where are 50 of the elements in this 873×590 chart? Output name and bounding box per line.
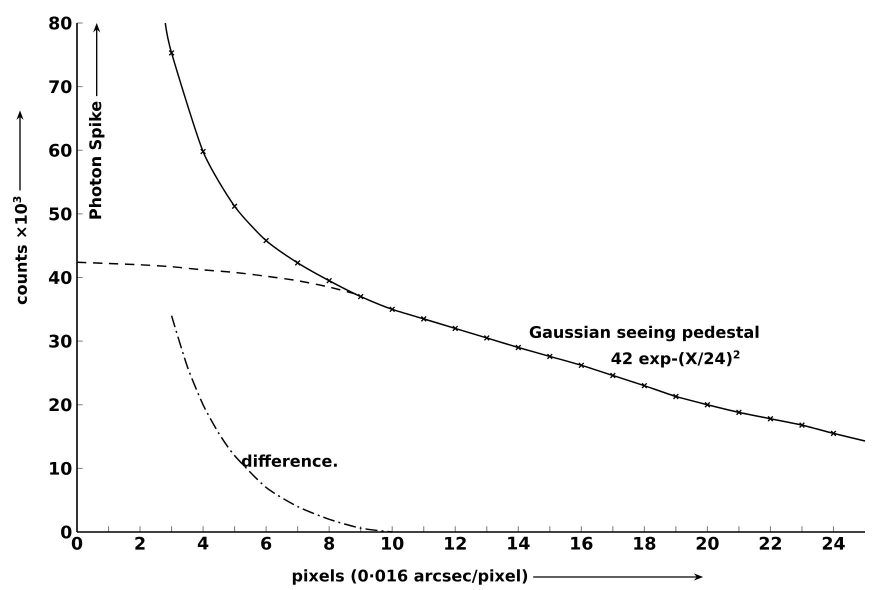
annotation: difference. xyxy=(242,454,337,467)
x-tick-label: 4 xyxy=(198,536,208,550)
y-tick-label: 80 xyxy=(49,16,72,30)
point xyxy=(515,344,522,351)
x-tick-label: 12 xyxy=(445,536,466,550)
x-tick-label: 6 xyxy=(261,536,272,550)
y-tick-label: 30 xyxy=(49,334,72,348)
y-tick-label: 70 xyxy=(49,80,72,94)
y-tick-label: 40 xyxy=(48,270,72,284)
annotation: Gaussian seeing pedestal xyxy=(530,326,758,342)
y-tick-label: 0 xyxy=(61,525,72,539)
point xyxy=(168,50,175,56)
point xyxy=(798,422,805,428)
point xyxy=(830,430,837,436)
x-tick-label: 24 xyxy=(822,536,845,550)
point xyxy=(641,382,648,389)
x-tick-label: 0 xyxy=(72,536,82,550)
x-tick-label: 14 xyxy=(508,536,530,550)
point xyxy=(452,325,458,332)
point xyxy=(767,416,774,422)
point xyxy=(672,393,679,400)
y-tick-label: 20 xyxy=(50,398,72,412)
point xyxy=(704,402,710,408)
y-tick-label: 60 xyxy=(49,144,72,157)
x-tick-label: 2 xyxy=(135,536,145,550)
annotation: 42 exp-(X/24)$^{2}$ xyxy=(611,350,740,368)
point xyxy=(263,238,270,244)
x-tick-label: 10 xyxy=(382,536,404,550)
x-tick-label: 22 xyxy=(760,536,782,550)
point xyxy=(420,316,427,322)
point xyxy=(578,362,584,368)
point xyxy=(294,260,301,266)
x-tick-label: 16 xyxy=(571,536,592,550)
y-tick-label: 50 xyxy=(50,207,72,220)
point xyxy=(389,306,396,312)
point xyxy=(358,294,364,300)
y-axis-title: counts ×10$^{3}$ xyxy=(13,196,27,304)
x-tick-label: 8 xyxy=(324,536,334,550)
annotation: Photon Spike xyxy=(88,102,104,219)
point xyxy=(232,203,238,210)
point xyxy=(736,409,742,416)
y-tick-label: 10 xyxy=(50,462,72,475)
point xyxy=(610,372,616,379)
x-tick-label: 20 xyxy=(696,536,719,550)
point xyxy=(326,278,332,284)
x-tick-label: 18 xyxy=(634,536,656,550)
point xyxy=(200,148,206,155)
x-axis-title: pixels (0·016 arcsec/pixel) xyxy=(292,569,528,585)
point xyxy=(484,334,490,341)
point xyxy=(546,353,553,360)
